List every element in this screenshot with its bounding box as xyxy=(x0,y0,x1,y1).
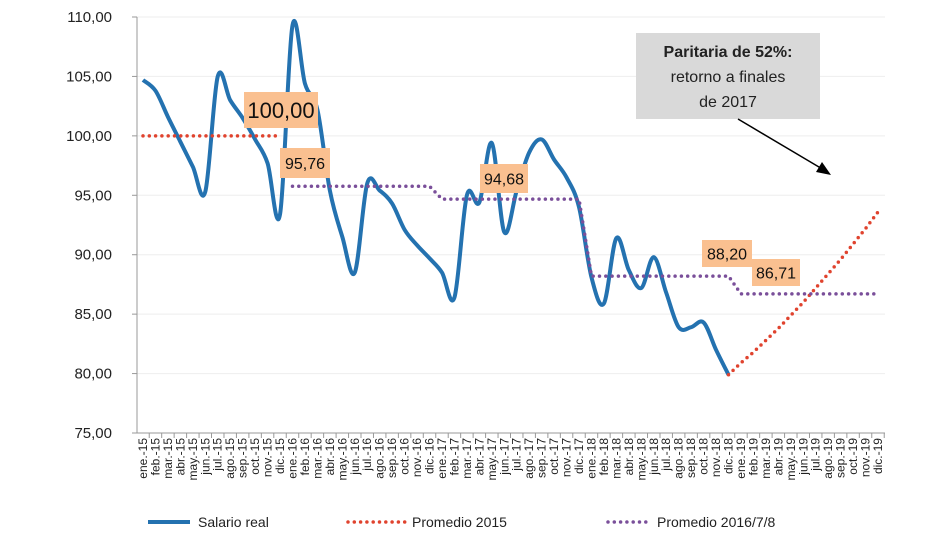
x-tick-label: ene.-15 xyxy=(136,438,150,479)
x-tick-label: abr.-16 xyxy=(323,438,337,476)
data-label: 100,00 xyxy=(247,98,314,123)
x-tick-label: jul.-15 xyxy=(211,438,225,472)
x-tick-label: may.-17 xyxy=(485,438,499,481)
x-tick-label: nov.-18 xyxy=(709,438,723,477)
x-tick-label: sep.-18 xyxy=(684,438,698,478)
data-label-box xyxy=(752,259,800,286)
x-tick-label: oct.-18 xyxy=(697,438,711,475)
arrow-head-icon xyxy=(816,162,831,175)
x-tick-label: dic.-18 xyxy=(722,438,736,474)
x-tick-label: mar.-15 xyxy=(161,438,175,479)
x-tick-label: oct.-17 xyxy=(547,438,561,475)
x-tick-label: feb.-19 xyxy=(746,438,760,476)
x-tick-label: mar.-17 xyxy=(460,438,474,479)
salario-real-line xyxy=(141,19,731,376)
x-tick-label: sep.-15 xyxy=(236,438,250,478)
x-tick-label: may.-16 xyxy=(335,438,349,481)
x-tick-label: feb.-16 xyxy=(298,438,312,476)
x-tick-label: may.-15 xyxy=(186,438,200,481)
x-tick-label: ene.-19 xyxy=(734,438,748,479)
annotation-line-2: retorno a finales xyxy=(671,69,786,86)
x-tick-label: nov.-19 xyxy=(859,438,873,477)
data-labels: 100,00 95,76 94,68 88,20 86,71 xyxy=(244,92,800,286)
x-tick-label: jun.-15 xyxy=(198,438,212,476)
y-tick-label: 80,00 xyxy=(74,366,112,383)
x-axis-labels: ene.-15feb.-15mar.-15abr.-15may.-15jun.-… xyxy=(136,438,885,481)
x-tick-label: ene.-17 xyxy=(435,438,449,479)
x-tick-label: oct.-19 xyxy=(846,438,860,475)
x-tick-label: jul.-17 xyxy=(510,438,524,472)
x-tick-label: feb.-15 xyxy=(148,438,162,476)
annotation: Paritaria de 52%: retorno a finales de 2… xyxy=(636,33,831,175)
x-tick-label: abr.-19 xyxy=(771,438,785,476)
data-label-box xyxy=(244,92,318,128)
data-label-box xyxy=(480,164,528,193)
x-tick-label: oct.-16 xyxy=(398,438,412,475)
data-label-box xyxy=(280,148,330,178)
annotation-line-3: de 2017 xyxy=(699,94,757,111)
annotation-arrow xyxy=(737,118,825,171)
y-tick-label: 110,00 xyxy=(67,9,112,26)
legend-label: Promedio 2015 xyxy=(412,514,507,530)
x-tick-label: feb.-18 xyxy=(597,438,611,476)
x-tick-label: mar.-19 xyxy=(759,438,773,479)
x-tick-label: abr.-18 xyxy=(622,438,636,476)
x-tick-label: feb.-17 xyxy=(447,438,461,476)
x-tick-label: nov.-17 xyxy=(560,438,574,477)
x-tick-label: ago.-19 xyxy=(821,438,835,479)
axes xyxy=(132,16,885,438)
data-label: 86,71 xyxy=(756,265,796,282)
legend: Salario real Promedio 2015 Promedio 2016/7… xyxy=(148,514,776,530)
x-tick-label: jun.-19 xyxy=(796,438,810,476)
series-lines xyxy=(141,19,880,377)
x-tick-label: jun.-18 xyxy=(647,438,661,476)
x-tick-label: oct.-15 xyxy=(248,438,262,475)
x-tick-label: may.-19 xyxy=(784,438,798,481)
data-label: 95,76 xyxy=(285,156,325,173)
data-label-box xyxy=(702,240,752,267)
y-tick-label: 75,00 xyxy=(74,425,112,442)
x-tick-label: nov.-16 xyxy=(410,438,424,477)
y-tick-label: 105,00 xyxy=(66,68,112,85)
y-tick-label: 90,00 xyxy=(74,247,112,264)
y-tick-label: 85,00 xyxy=(74,306,112,323)
x-tick-label: sep.-19 xyxy=(834,438,848,478)
x-tick-label: abr.-15 xyxy=(173,438,187,476)
x-tick-label: may.-18 xyxy=(634,438,648,481)
x-tick-label: dic.-16 xyxy=(423,438,437,474)
x-tick-label: sep.-16 xyxy=(385,438,399,478)
y-axis-labels: 75,00 80,00 85,00 90,00 95,00 100,00 105,00 110… xyxy=(66,9,112,442)
promedio-2016-7-8-line xyxy=(290,184,880,296)
x-tick-label: ago.-16 xyxy=(373,438,387,479)
annotation-line-1: Paritaria de 52%: xyxy=(664,44,793,61)
x-tick-label: sep.-17 xyxy=(535,438,549,478)
legend-label: Salario real xyxy=(198,514,269,530)
data-label: 88,20 xyxy=(707,246,747,263)
x-tick-label: jun.-17 xyxy=(497,438,511,476)
y-tick-label: 95,00 xyxy=(74,187,112,204)
legend-label: Promedio 2016/7/8 xyxy=(657,514,776,530)
x-tick-label: jul.-18 xyxy=(659,438,673,472)
x-tick-label: abr.-17 xyxy=(472,438,486,476)
x-tick-label: mar.-18 xyxy=(609,438,623,479)
x-tick-label: dic.-15 xyxy=(273,438,287,474)
x-tick-label: ago.-15 xyxy=(223,438,237,479)
x-tick-label: dic.-17 xyxy=(572,438,586,474)
data-label: 94,68 xyxy=(484,171,524,188)
x-tick-label: jun.-16 xyxy=(348,438,362,476)
x-tick-label: jul.-16 xyxy=(360,438,374,472)
x-tick-label: mar.-16 xyxy=(310,438,324,479)
x-tick-label: ago.-17 xyxy=(522,438,536,479)
x-tick-label: ene.-18 xyxy=(584,438,598,479)
annotation-box xyxy=(636,33,820,119)
x-tick-label: ene.-16 xyxy=(285,438,299,479)
x-tick-label: jul.-19 xyxy=(809,438,823,472)
x-tick-label: nov.-15 xyxy=(261,438,275,477)
x-tick-label: dic.-19 xyxy=(871,438,885,474)
y-tick-label: 100,00 xyxy=(66,128,112,145)
x-tick-label: ago.-18 xyxy=(672,438,686,479)
